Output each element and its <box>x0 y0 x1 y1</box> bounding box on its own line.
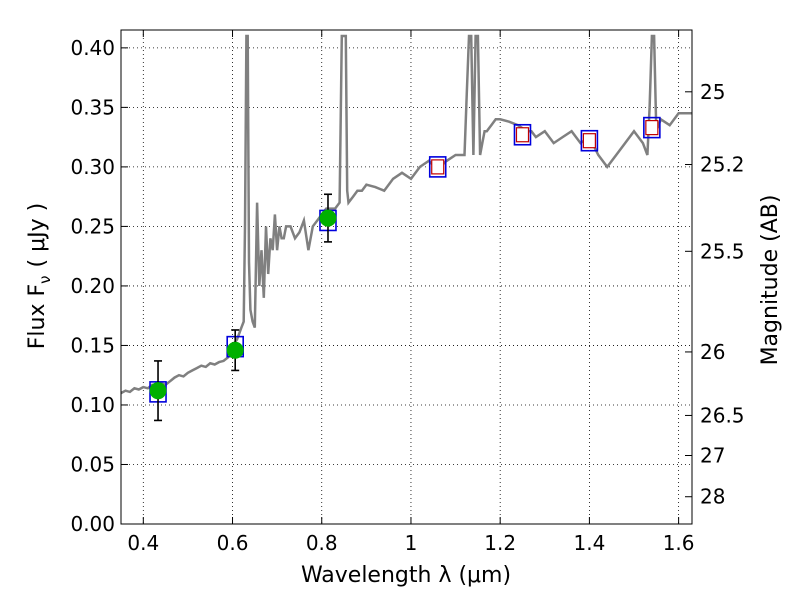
right-tick-label: 25.5 <box>700 239 745 263</box>
x-tick-label: 1.4 <box>573 531 605 555</box>
y-axis-label-text: Flux F <box>25 284 50 349</box>
model-photometry-box <box>643 116 661 139</box>
right-tick-label: 25.2 <box>700 153 745 177</box>
detected-point <box>226 341 244 359</box>
y-tick-label: 0.15 <box>70 333 115 357</box>
plot-frame <box>120 29 693 525</box>
x-tick-label: 1 <box>405 531 418 555</box>
nondetected-point <box>645 120 659 136</box>
x-tick-label: 1.6 <box>663 531 695 555</box>
y-tick-label: 0.20 <box>70 274 115 298</box>
y-tick-label: 0.25 <box>70 214 115 238</box>
model-spectrum-line <box>121 34 692 395</box>
y-tick-label: 0.35 <box>70 95 115 119</box>
grid-lines <box>121 30 692 525</box>
x-tick-label: 1.2 <box>484 531 516 555</box>
right-tick-label: 26 <box>700 340 725 364</box>
y-tick-label: 0.10 <box>70 393 115 417</box>
right-axis-label: Magnitude (AB) <box>758 195 783 366</box>
y-axis-label-unit: ( μJy ) <box>25 203 50 268</box>
nondetected-point <box>582 133 596 149</box>
y-axis-ticks: 0.00 0.05 0.10 0.15 0.20 0.25 0.30 0.35 0.40 <box>70 36 128 536</box>
x-tick-label: 0.4 <box>127 531 159 555</box>
y-tick-label: 0.00 <box>70 512 115 536</box>
x-tick-label: 0.8 <box>306 531 338 555</box>
model-photometry-box <box>580 129 599 152</box>
nondetected-point <box>515 127 530 143</box>
y-tick-label: 0.40 <box>70 36 115 60</box>
nondetected-point <box>431 159 445 175</box>
detected-point <box>319 209 337 227</box>
model-photometry-box <box>428 156 447 178</box>
y-tick-label: 0.05 <box>70 452 115 476</box>
model-photometry-box <box>513 123 532 146</box>
right-tick-label: 25 <box>700 80 725 104</box>
x-axis-ticks: 0.4 0.6 0.8 1 1.2 1.4 1.6 <box>127 30 695 555</box>
model-spectrum-layer <box>121 34 692 395</box>
y-axis-label: Flux Fν ( μJy ) <box>25 203 54 349</box>
y-axis-label-subscript: ν <box>36 275 54 283</box>
y-tick-label: 0.30 <box>70 155 115 179</box>
detected-point <box>149 382 167 400</box>
right-axis-ticks: 25 25.2 25.5 26 26.5 27 28 <box>685 80 745 509</box>
x-axis-label: Wavelength λ (μm) <box>301 563 511 588</box>
photometry-layer <box>149 120 659 422</box>
x-tick-label: 0.6 <box>217 531 249 555</box>
right-tick-label: 27 <box>700 444 725 468</box>
right-tick-label: 28 <box>700 485 725 509</box>
right-tick-label: 26.5 <box>700 403 745 427</box>
